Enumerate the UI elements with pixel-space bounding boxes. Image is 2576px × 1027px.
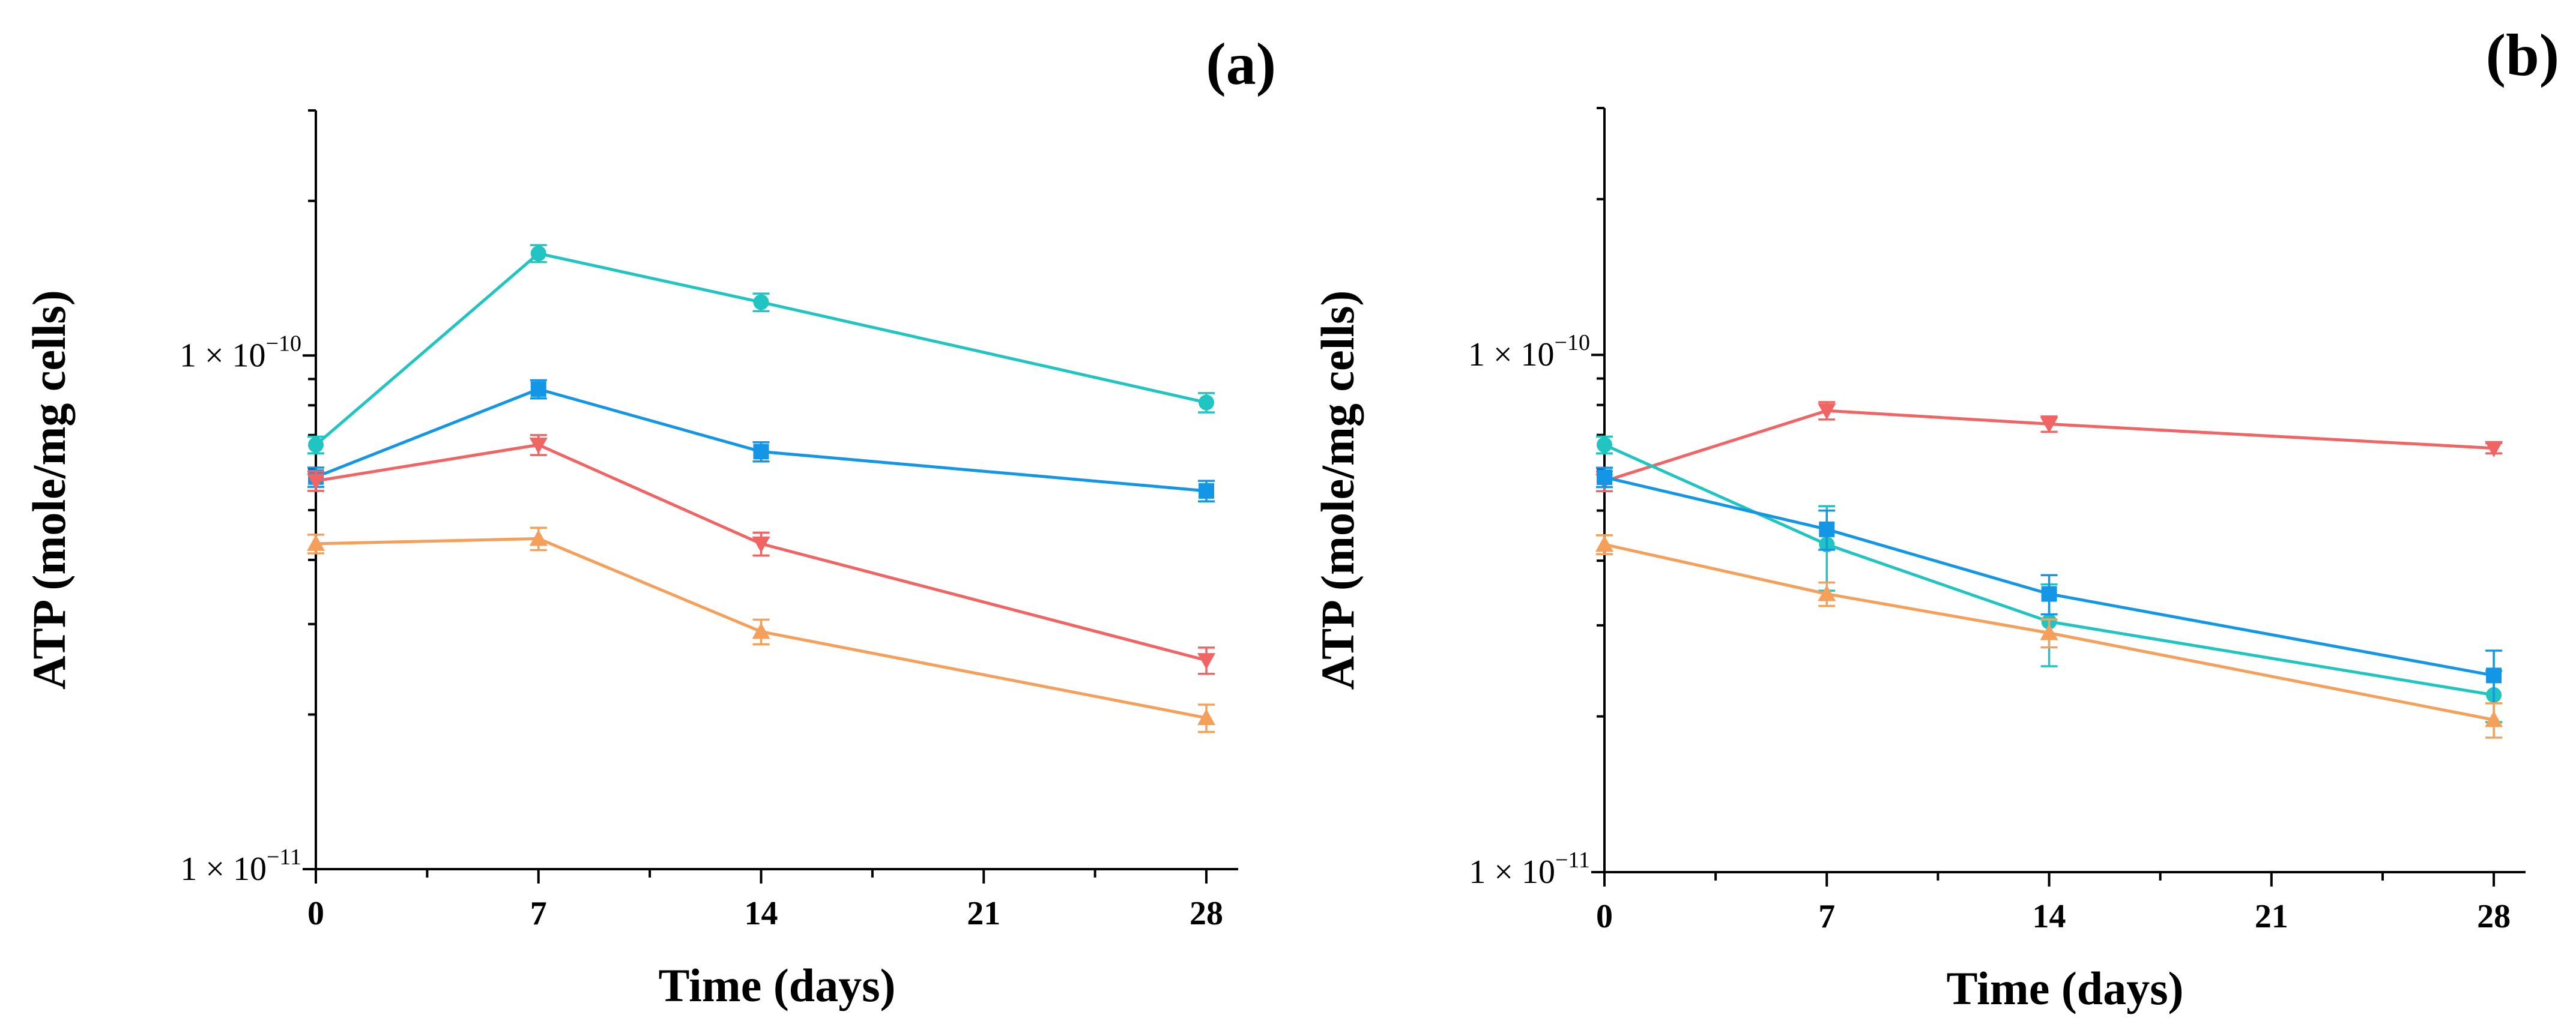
x-tick-label: 21 <box>2255 898 2288 935</box>
series-line <box>315 387 1207 493</box>
series-line <box>315 537 1207 720</box>
data-point <box>1818 403 1836 420</box>
series-line <box>1604 475 2494 677</box>
data-point <box>308 437 324 453</box>
data-point <box>1595 535 1613 552</box>
data-point <box>1197 653 1216 670</box>
y-tick-label: 1 × 10−11 <box>1469 848 1590 891</box>
data-point <box>1597 469 1612 486</box>
data-point <box>752 536 770 553</box>
data-point <box>529 438 548 454</box>
data-point <box>2041 586 2057 602</box>
x-tick-label: 0 <box>307 895 324 932</box>
series-orange-up-triangle <box>1595 534 2503 739</box>
series-blue-square <box>1596 466 2503 705</box>
x-tick-label: 28 <box>2477 898 2511 935</box>
data-point <box>529 529 548 546</box>
series-line <box>315 443 1207 662</box>
data-point <box>307 534 325 551</box>
data-point <box>2040 417 2058 433</box>
x-tick-label: 7 <box>1818 898 1835 935</box>
data-point <box>1597 437 1612 453</box>
series-line <box>1604 409 2494 483</box>
x-axis-title: Time (days) <box>658 959 895 1011</box>
series-line <box>1604 543 2494 721</box>
data-point <box>753 444 769 460</box>
series-cyan-circle <box>307 244 1215 454</box>
data-point <box>530 245 546 262</box>
series-red-down-triangle <box>307 434 1216 675</box>
data-point <box>530 381 546 397</box>
y-tick-label: 1 × 10−10 <box>1468 330 1590 373</box>
data-point <box>1197 709 1216 726</box>
x-tick-label: 14 <box>2033 898 2066 935</box>
data-point <box>1819 521 1835 537</box>
y-tick-label: 1 × 10−10 <box>180 331 301 374</box>
series-line <box>315 251 1207 447</box>
y-axis-title: ATP (mole/mg cells) <box>1311 291 1364 690</box>
x-tick-label: 0 <box>1596 898 1613 935</box>
panel-label: (a) <box>1206 31 1276 97</box>
y-tick-label: 1 × 10−11 <box>180 845 301 888</box>
x-tick-label: 28 <box>1190 895 1223 932</box>
data-point <box>1199 394 1215 411</box>
series-orange-up-triangle <box>307 526 1216 733</box>
data-point <box>2485 711 2503 727</box>
data-point <box>753 294 769 310</box>
data-point <box>2040 624 2058 640</box>
data-point <box>752 622 770 639</box>
data-point <box>1199 483 1215 499</box>
y-axis-title: ATP (mole/mg cells) <box>23 290 75 690</box>
x-tick-label: 21 <box>967 895 1000 932</box>
series-red-down-triangle <box>1595 401 2503 493</box>
x-tick-label: 7 <box>530 895 547 932</box>
data-point <box>307 474 325 490</box>
series-line <box>1603 443 2494 697</box>
data-point <box>2485 441 2503 457</box>
panel-a: 0 7 14 21 28 1 × 10−10 1 × 10−11 Time (days) ATP… <box>23 31 1276 1011</box>
data-point <box>2486 667 2502 684</box>
data-point <box>1818 585 1836 601</box>
panel-label: (b) <box>2486 22 2559 88</box>
series-blue-square <box>307 379 1215 503</box>
x-axis-title: Time (days) <box>1946 962 2183 1014</box>
x-tick-label: 14 <box>745 895 778 932</box>
panel-b: 0 7 14 21 28 1 × 10−10 1 × 10−11 Time (days) ATP… <box>1311 22 2559 1014</box>
